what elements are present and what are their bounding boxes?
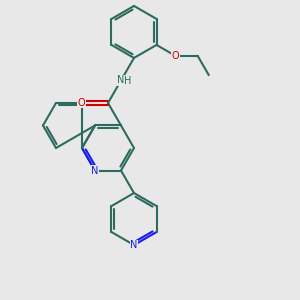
Text: N: N xyxy=(117,76,125,85)
Text: N: N xyxy=(130,240,138,250)
Text: N: N xyxy=(91,166,99,176)
Text: O: O xyxy=(172,51,179,61)
Text: H: H xyxy=(124,76,132,86)
Text: O: O xyxy=(78,98,86,108)
